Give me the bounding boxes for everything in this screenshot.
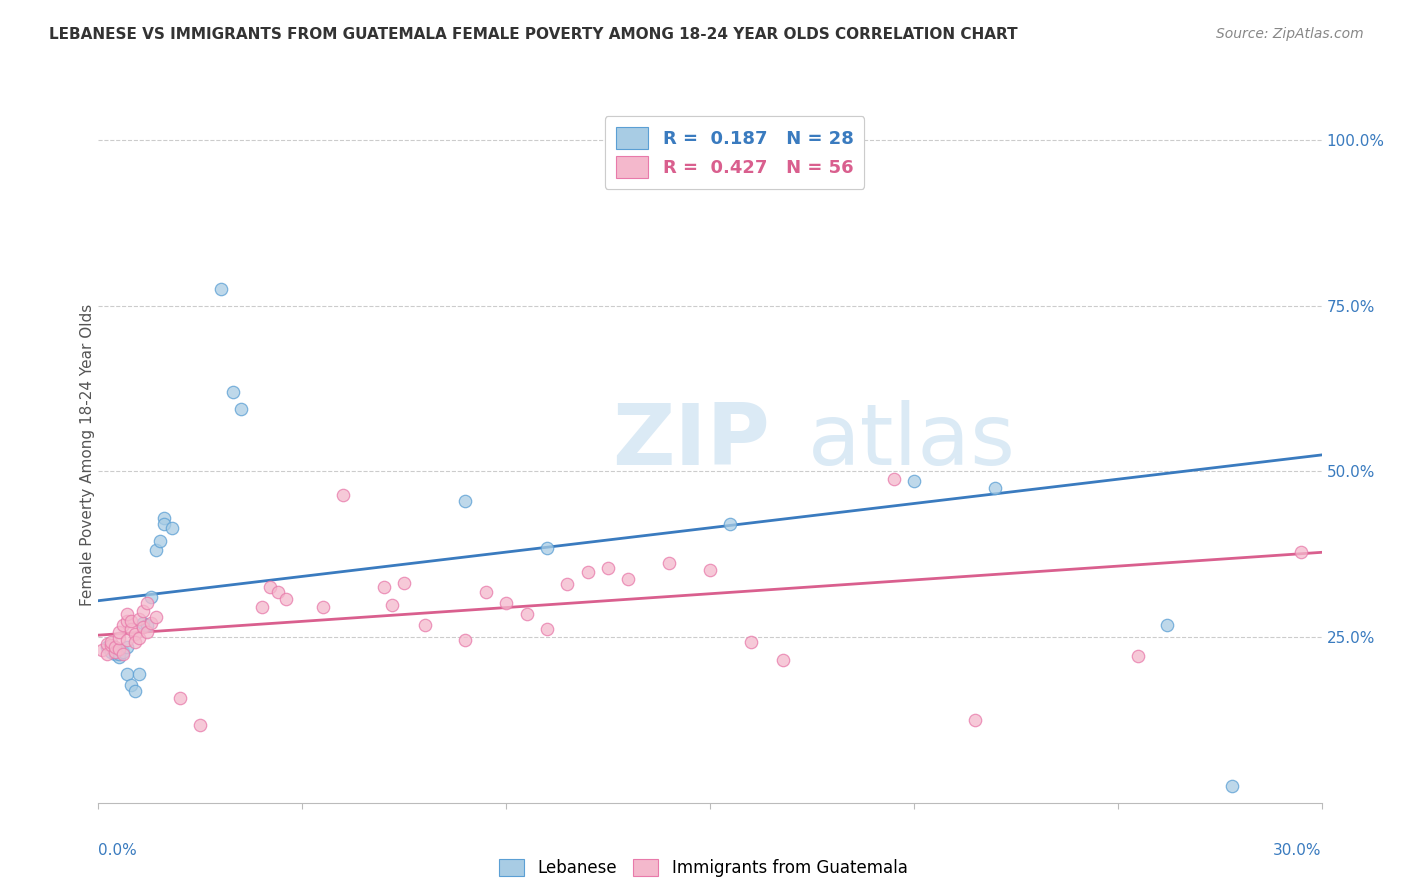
Point xyxy=(128,632,150,646)
Point xyxy=(128,611,150,625)
Point xyxy=(124,684,146,698)
Point xyxy=(658,556,681,570)
Point xyxy=(115,614,138,628)
Point xyxy=(557,577,579,591)
Point xyxy=(120,614,142,628)
Point xyxy=(381,599,404,613)
Text: 30.0%: 30.0% xyxy=(1274,843,1322,858)
Point xyxy=(120,622,142,636)
Point xyxy=(108,650,131,665)
Point xyxy=(111,645,134,659)
Point xyxy=(312,600,335,615)
Point xyxy=(516,607,538,621)
Point xyxy=(141,615,163,630)
Point xyxy=(111,618,134,632)
Point xyxy=(617,572,640,586)
Point xyxy=(413,618,436,632)
Point xyxy=(132,620,155,634)
Point xyxy=(108,624,131,639)
Legend: R =  0.187   N = 28, R =  0.427   N = 56: R = 0.187 N = 28, R = 0.427 N = 56 xyxy=(605,116,865,189)
Point xyxy=(124,627,146,641)
Point xyxy=(1291,545,1313,559)
Point xyxy=(128,666,150,681)
Point xyxy=(1220,779,1243,793)
Point xyxy=(149,534,172,549)
Point xyxy=(108,632,131,646)
Point xyxy=(111,647,134,661)
Point xyxy=(145,542,167,557)
Point xyxy=(576,565,599,579)
Point xyxy=(772,653,794,667)
Point xyxy=(108,647,131,661)
Point xyxy=(231,401,253,416)
Point xyxy=(136,618,159,632)
Point xyxy=(104,645,127,659)
Y-axis label: Female Poverty Among 18-24 Year Olds: Female Poverty Among 18-24 Year Olds xyxy=(80,304,94,606)
Text: 0.0%: 0.0% xyxy=(98,843,138,858)
Point xyxy=(115,640,138,654)
Point xyxy=(104,640,127,654)
Point xyxy=(96,637,118,651)
Point xyxy=(259,581,281,595)
Point xyxy=(720,517,742,532)
Point xyxy=(699,563,721,577)
Point xyxy=(903,475,925,489)
Point xyxy=(1128,648,1150,663)
Point xyxy=(536,622,558,636)
Point xyxy=(984,481,1007,495)
Point xyxy=(96,640,118,654)
Point xyxy=(160,521,183,535)
Point xyxy=(474,585,498,599)
Point xyxy=(454,494,477,508)
Point xyxy=(96,647,118,661)
Point xyxy=(104,642,127,657)
Point xyxy=(250,600,273,615)
Point xyxy=(274,591,297,606)
Point xyxy=(100,638,122,652)
Point xyxy=(136,624,159,639)
Point xyxy=(132,615,155,630)
Text: ZIP: ZIP xyxy=(612,400,770,483)
Point xyxy=(740,635,762,649)
Point xyxy=(965,713,987,727)
Point xyxy=(152,517,174,532)
Point xyxy=(209,282,232,296)
Legend: Lebanese, Immigrants from Guatemala: Lebanese, Immigrants from Guatemala xyxy=(492,852,914,884)
Text: Source: ZipAtlas.com: Source: ZipAtlas.com xyxy=(1216,27,1364,41)
Text: LEBANESE VS IMMIGRANTS FROM GUATEMALA FEMALE POVERTY AMONG 18-24 YEAR OLDS CORRE: LEBANESE VS IMMIGRANTS FROM GUATEMALA FE… xyxy=(49,27,1018,42)
Point xyxy=(222,384,245,399)
Point xyxy=(108,642,131,657)
Point xyxy=(169,691,191,706)
Point xyxy=(152,511,174,525)
Point xyxy=(91,643,114,657)
Point xyxy=(115,607,138,621)
Point xyxy=(598,560,620,574)
Point xyxy=(1156,618,1178,632)
Point xyxy=(132,604,155,618)
Point xyxy=(454,633,477,648)
Point xyxy=(115,633,138,648)
Point xyxy=(536,541,558,555)
Point xyxy=(392,575,416,590)
Point xyxy=(883,472,905,486)
Point xyxy=(332,488,354,502)
Point xyxy=(124,635,146,649)
Point xyxy=(136,596,159,610)
Point xyxy=(104,648,127,662)
Point xyxy=(145,610,167,624)
Point xyxy=(373,581,395,595)
Point xyxy=(120,678,142,692)
Point xyxy=(141,591,163,605)
Point xyxy=(100,635,122,649)
Text: atlas: atlas xyxy=(808,400,1017,483)
Point xyxy=(115,666,138,681)
Point xyxy=(267,585,290,599)
Point xyxy=(100,645,122,659)
Point xyxy=(188,717,212,731)
Point xyxy=(495,596,517,610)
